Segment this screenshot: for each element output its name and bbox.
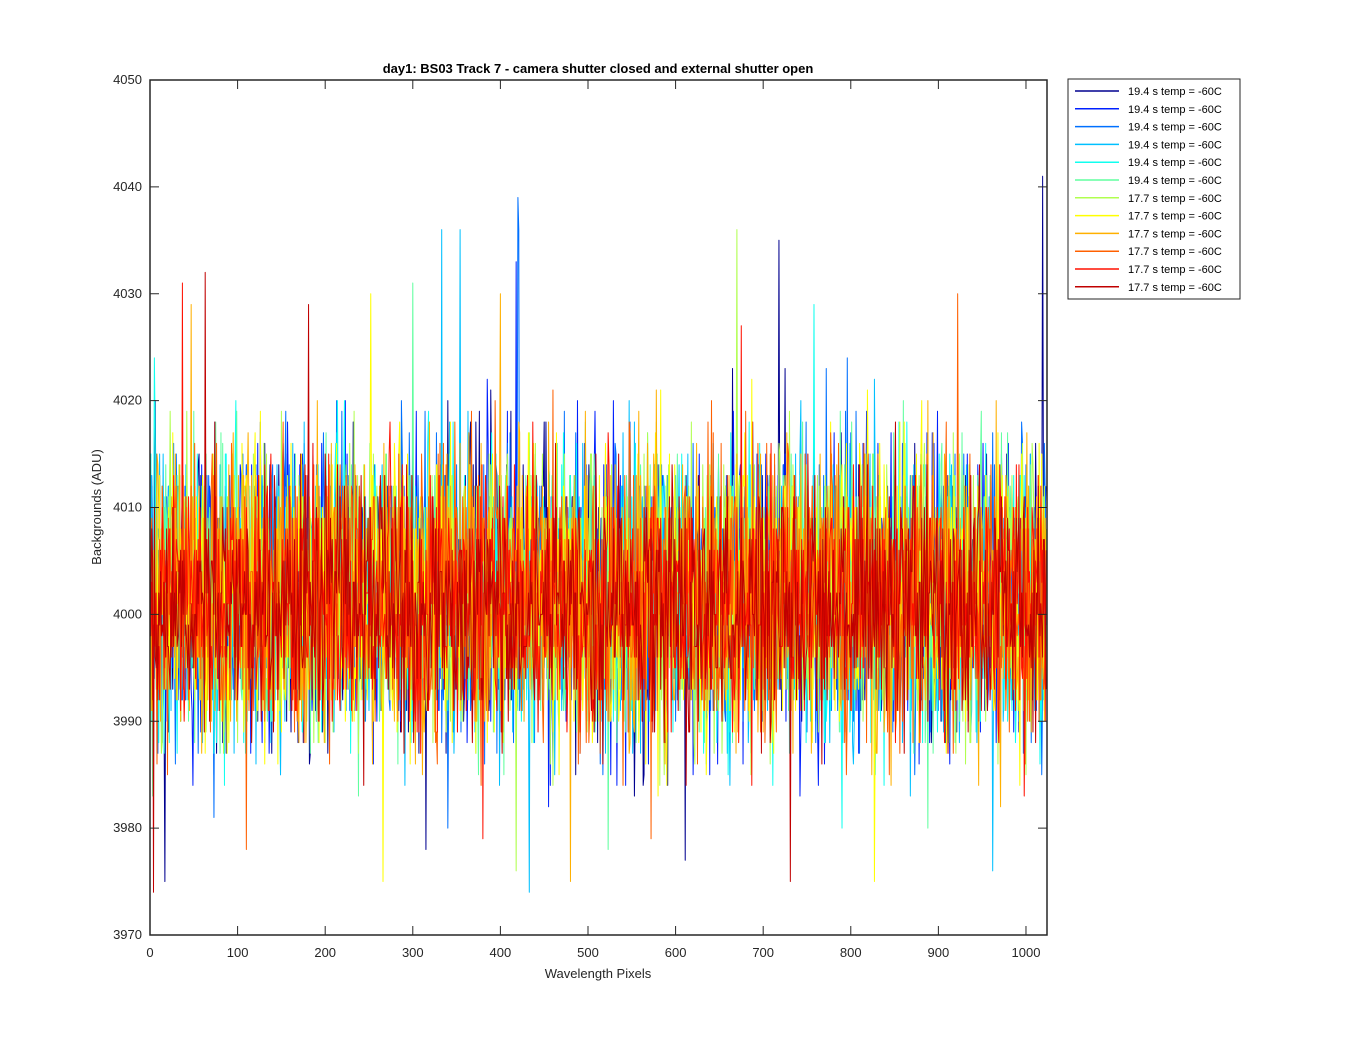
- legend-label: 17.7 s temp = -60C: [1128, 264, 1222, 276]
- x-tick-label: 800: [840, 945, 862, 960]
- x-axis-label: Wavelength Pixels: [545, 966, 652, 981]
- y-tick-label: 4030: [113, 286, 142, 301]
- x-tick-label: 0: [146, 945, 153, 960]
- y-tick-label: 4040: [113, 179, 142, 194]
- legend-label: 19.4 s temp = -60C: [1128, 122, 1222, 134]
- y-tick-label: 4050: [113, 72, 142, 87]
- x-tick-label: 400: [490, 945, 512, 960]
- legend-label: 17.7 s temp = -60C: [1128, 228, 1222, 240]
- series-line-12: [149, 271, 1047, 893]
- legend-box: [1067, 78, 1241, 300]
- legend-label: 17.7 s temp = -60C: [1128, 193, 1222, 205]
- x-tick-label: 700: [752, 945, 774, 960]
- y-tick-label: 3990: [113, 713, 142, 728]
- legend-label: 19.4 s temp = -60C: [1128, 175, 1222, 187]
- x-tick-label: 100: [227, 945, 249, 960]
- y-tick-label: 3980: [113, 820, 142, 835]
- plot-frame: [149, 79, 1048, 936]
- tick-layer: 0 100 200 300 400 500 600 700 800 900 1000 3970 3980…: [113, 72, 1047, 960]
- chart-title: day1: BS03 Track 7 - camera shutter clos…: [383, 61, 814, 76]
- legend[interactable]: 19.4 s temp = -60C 19.4 s temp = -60C 19.4…: [1067, 78, 1241, 300]
- legend-label: 17.7 s temp = -60C: [1128, 282, 1222, 294]
- x-tick-label: 500: [577, 945, 599, 960]
- x-tick-label: 1000: [1012, 945, 1041, 960]
- legend-label: 19.4 s temp = -60C: [1128, 104, 1222, 116]
- legend-label: 17.7 s temp = -60C: [1128, 246, 1222, 258]
- y-axis-label: Backgrounds (ADU): [89, 449, 104, 565]
- y-tick-label: 3970: [113, 927, 142, 942]
- y-tick-label: 4020: [113, 393, 142, 408]
- legend-label: 17.7 s temp = -60C: [1128, 211, 1222, 223]
- y-tick-label: 4010: [113, 500, 142, 515]
- x-tick-label: 900: [928, 945, 950, 960]
- x-tick-label: 300: [402, 945, 424, 960]
- y-tick-label: 4000: [113, 606, 142, 621]
- legend-entries: 19.4 s temp = -60C 19.4 s temp = -60C 19.4…: [1075, 86, 1222, 294]
- x-tick-label: 600: [665, 945, 687, 960]
- legend-label: 19.4 s temp = -60C: [1128, 86, 1222, 98]
- legend-label: 19.4 s temp = -60C: [1128, 157, 1222, 169]
- series-line-11: [149, 282, 1047, 840]
- x-tick-label: 200: [314, 945, 336, 960]
- series-layer: [149, 175, 1047, 893]
- legend-label: 19.4 s temp = -60C: [1128, 139, 1222, 151]
